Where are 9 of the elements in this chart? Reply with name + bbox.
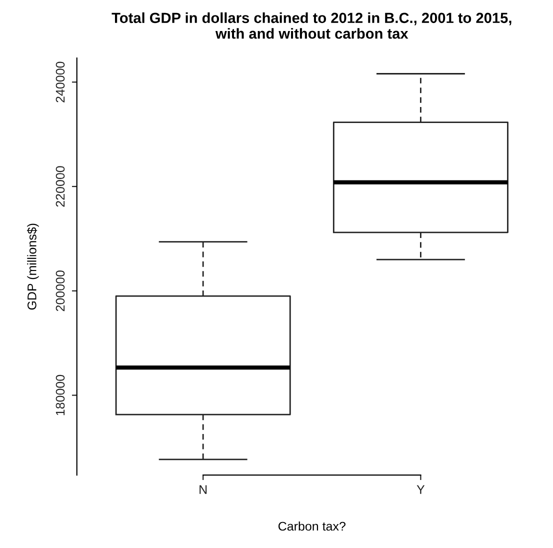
y-tick-label: 180000: [56, 374, 65, 416]
x-tick-label: N: [200, 485, 207, 494]
y-tick-label: 200000: [56, 270, 65, 312]
x-tick-label: Y: [416, 485, 425, 494]
y-axis-title: GDP (millions$): [26, 224, 39, 310]
y-tick-label: 240000: [56, 62, 65, 102]
chart-title: Total GDP in dollars chained to 2012 in B.C., 2001 to 2015, with and without carbon tax: [112, 12, 512, 39]
y-tick-label: 220000: [56, 166, 65, 207]
x-axis-title: Carbon tax?: [278, 521, 346, 531]
